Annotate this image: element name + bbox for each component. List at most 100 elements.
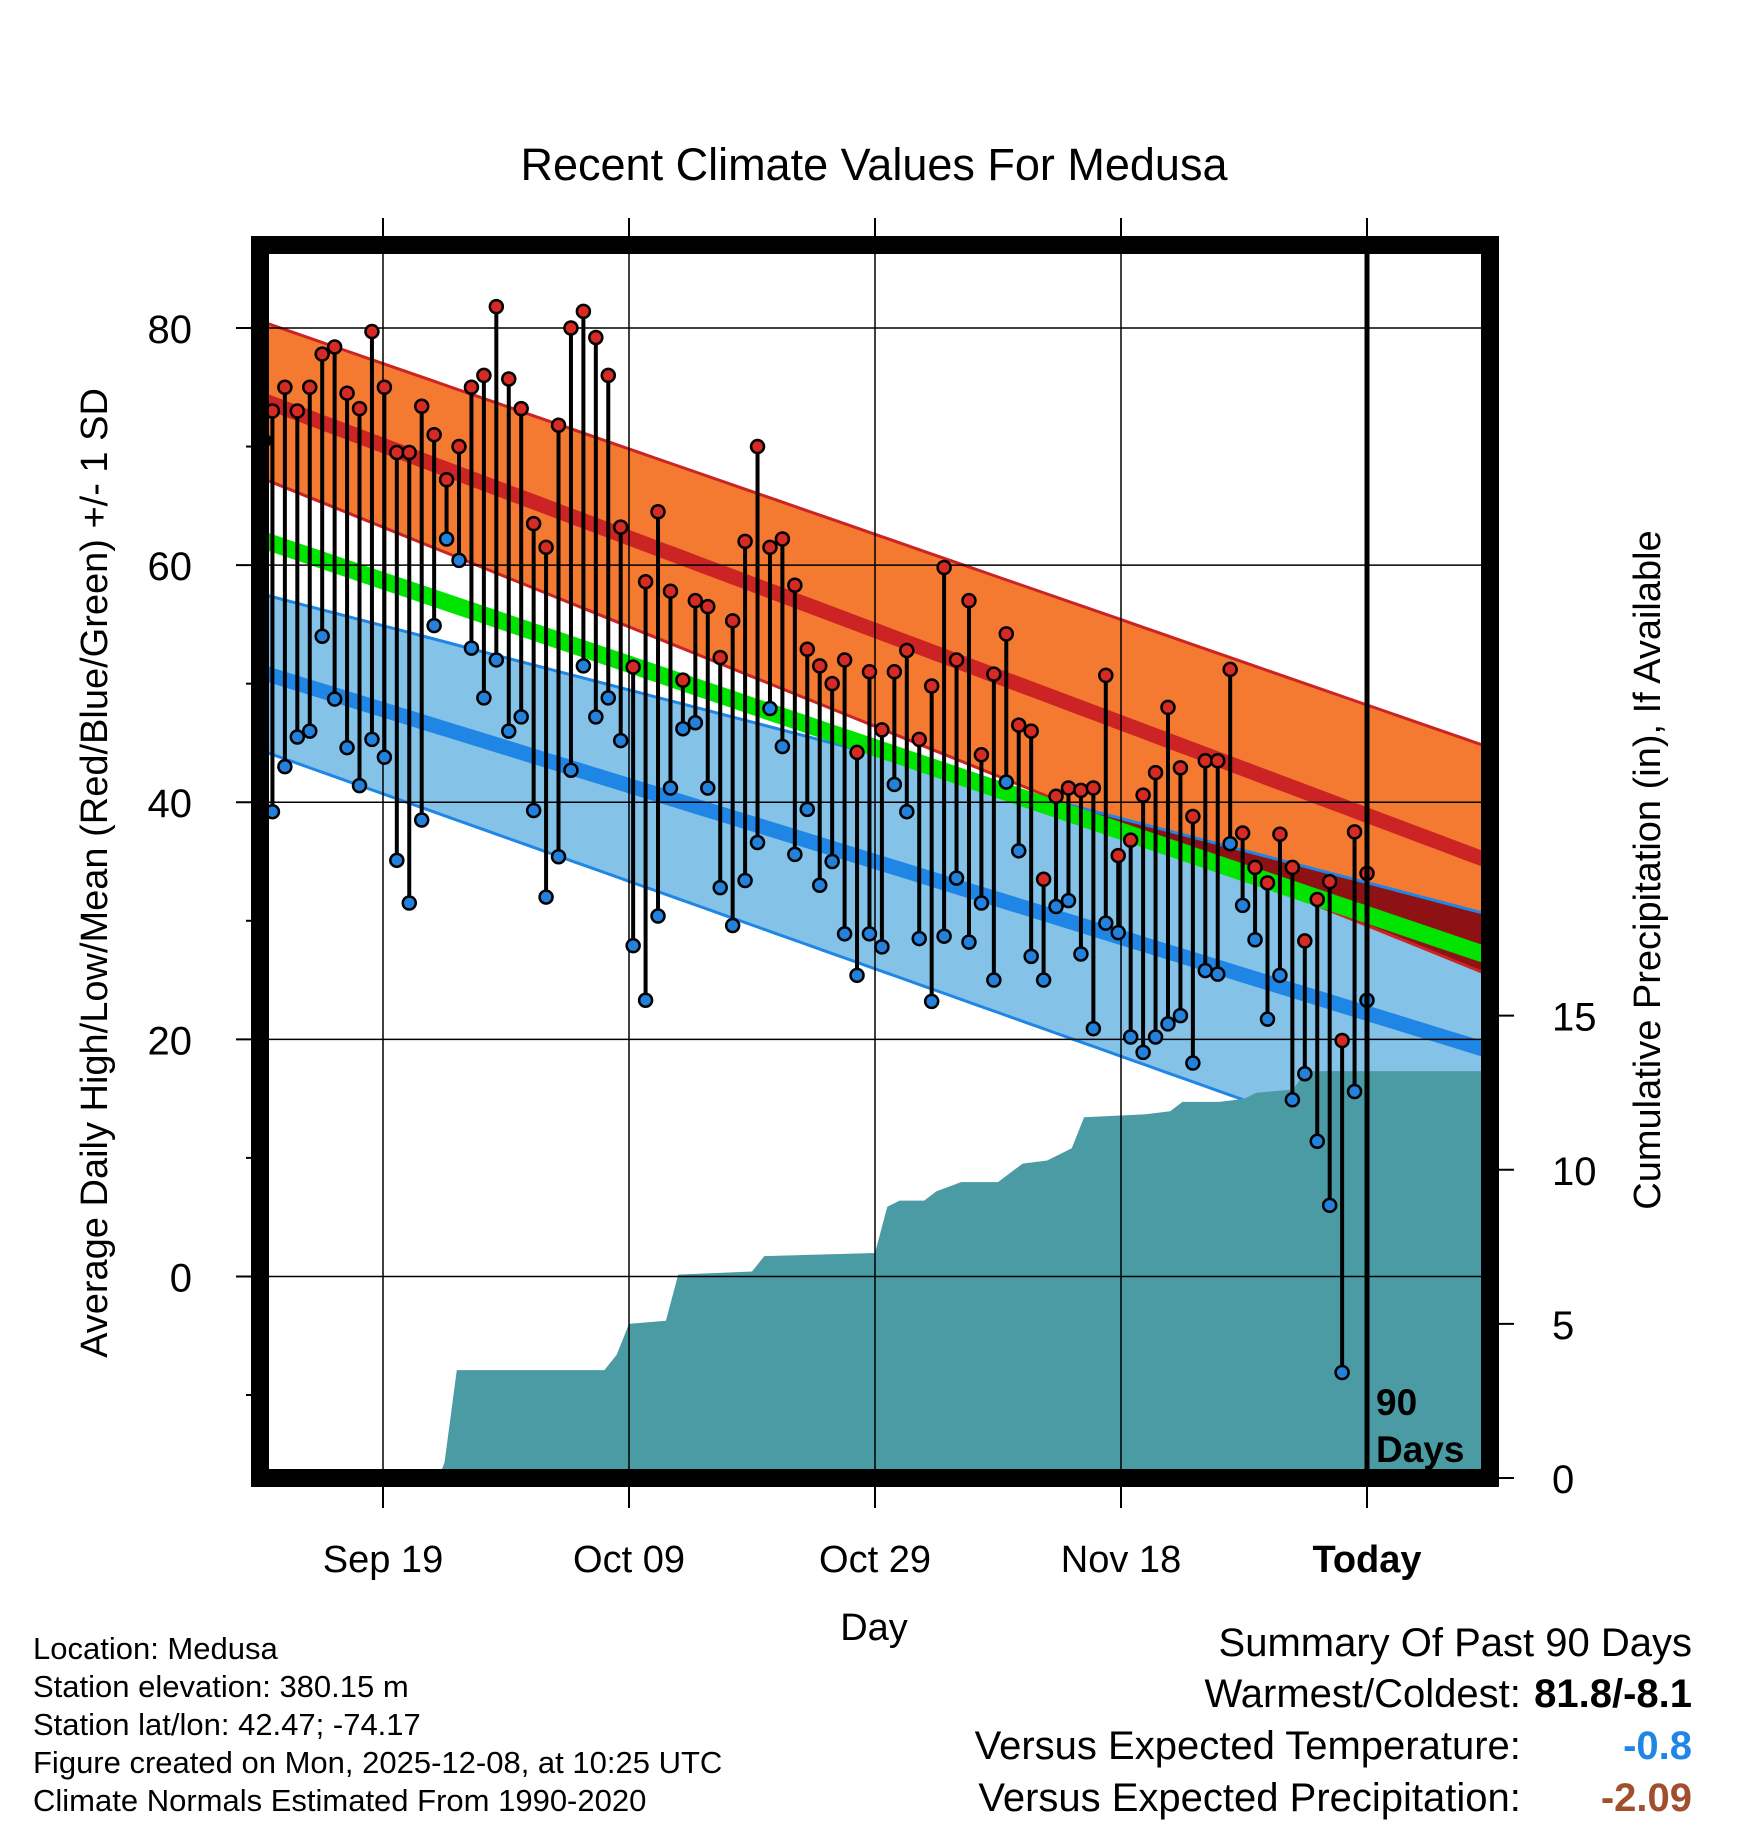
daily-high-point bbox=[986, 666, 1002, 682]
daily-low-point bbox=[1023, 948, 1039, 965]
daily-low-point bbox=[1185, 1055, 1201, 1071]
daily-high-point bbox=[899, 642, 915, 659]
daily-low-point bbox=[712, 879, 728, 896]
y2-tick-label: 0 bbox=[1552, 1458, 1574, 1502]
daily-low-point bbox=[1110, 924, 1126, 941]
location-text: Location: Medusa bbox=[33, 1631, 278, 1666]
precip-departure-value: -2.09 bbox=[1600, 1776, 1692, 1820]
daily-high-point bbox=[488, 298, 505, 315]
y-tick-label: 20 bbox=[148, 1019, 193, 1063]
daily-high-point bbox=[1284, 859, 1301, 876]
daily-high-point bbox=[637, 573, 654, 590]
daily-low-point bbox=[986, 972, 1002, 988]
daily-low-point bbox=[1010, 843, 1027, 859]
daily-high-point bbox=[1259, 875, 1276, 891]
daily-low-point bbox=[314, 628, 330, 644]
x-axis-label: Day bbox=[840, 1607, 908, 1649]
daily-high-point bbox=[476, 367, 492, 384]
daily-low-point bbox=[936, 928, 952, 944]
daily-low-point bbox=[438, 531, 455, 547]
daily-high-point bbox=[824, 675, 840, 692]
daily-low-point bbox=[1073, 946, 1089, 962]
daily-low-point bbox=[1297, 1065, 1313, 1082]
daily-high-point bbox=[737, 533, 753, 550]
daily-low-point bbox=[1035, 972, 1052, 988]
daily-low-point bbox=[836, 926, 853, 942]
daily-low-point bbox=[376, 749, 393, 765]
x-tick-label: Oct 29 bbox=[819, 1539, 931, 1581]
daily-low-point bbox=[650, 908, 666, 924]
daily-low-point bbox=[575, 658, 592, 674]
daily-low-point bbox=[1309, 1133, 1325, 1150]
daily-high-point bbox=[326, 339, 343, 355]
daily-low-point bbox=[476, 690, 492, 706]
latlon-text: Station lat/lon: 42.47; -74.17 bbox=[33, 1707, 421, 1742]
daily-high-point bbox=[1098, 667, 1114, 684]
daily-high-point bbox=[961, 592, 977, 609]
daily-high-point bbox=[861, 664, 878, 680]
daily-high-point bbox=[911, 731, 927, 748]
daily-low-point bbox=[364, 731, 380, 748]
daily-high-point bbox=[724, 613, 741, 629]
daily-high-point bbox=[389, 444, 405, 461]
daily-high-point bbox=[762, 539, 778, 556]
daily-high-point bbox=[998, 626, 1015, 642]
daily-high-point bbox=[339, 385, 355, 401]
daily-low-point bbox=[401, 895, 418, 911]
daily-high-point bbox=[277, 379, 293, 396]
y-tick-label: 60 bbox=[148, 545, 193, 589]
daily-low-point bbox=[1098, 915, 1114, 931]
daily-high-point bbox=[612, 519, 629, 535]
y2-tick-label: 5 bbox=[1552, 1304, 1574, 1348]
daily-low-point bbox=[1197, 962, 1214, 979]
daily-high-point bbox=[550, 417, 567, 433]
daily-high-point bbox=[1010, 717, 1027, 733]
daily-high-point bbox=[1073, 782, 1089, 799]
daily-low-point bbox=[899, 803, 915, 820]
daily-low-point bbox=[625, 937, 641, 954]
daily-high-point bbox=[886, 664, 903, 680]
y2-axis-label: Cumulative Precipitation (in), If Availa… bbox=[1627, 530, 1669, 1209]
daily-low-point bbox=[700, 780, 716, 796]
daily-low-point bbox=[886, 776, 903, 793]
daily-low-point bbox=[1259, 1011, 1276, 1027]
daily-high-point bbox=[923, 678, 940, 694]
daily-low-point bbox=[1209, 966, 1226, 982]
daily-low-point bbox=[525, 802, 542, 819]
daily-low-point bbox=[911, 930, 927, 947]
x-tick-label: Nov 18 bbox=[1061, 1539, 1181, 1581]
daily-low-point bbox=[600, 690, 617, 706]
daily-high-point bbox=[1060, 780, 1077, 796]
daily-low-point bbox=[637, 992, 654, 1008]
daily-low-point bbox=[1122, 1029, 1139, 1045]
daily-high-point bbox=[1197, 752, 1214, 769]
daily-high-point bbox=[948, 652, 965, 668]
daily-low-point bbox=[1172, 1007, 1189, 1024]
elevation-text: Station elevation: 380.15 m bbox=[33, 1669, 409, 1704]
daily-high-point bbox=[1297, 933, 1313, 949]
daily-high-point bbox=[1035, 871, 1052, 888]
daily-low-point bbox=[849, 967, 865, 984]
daily-high-point bbox=[1122, 832, 1139, 848]
daily-high-point bbox=[1185, 808, 1201, 825]
daily-high-point bbox=[1234, 825, 1251, 841]
daily-high-point bbox=[1172, 760, 1189, 776]
daily-high-point bbox=[364, 323, 380, 340]
precip-departure-label: Versus Expected Precipitation: bbox=[978, 1776, 1521, 1820]
x-tick-label: Today bbox=[1312, 1539, 1421, 1581]
daily-low-point bbox=[811, 877, 828, 893]
daily-low-point bbox=[973, 895, 990, 911]
temp-departure-label: Versus Expected Temperature: bbox=[974, 1724, 1521, 1768]
daily-low-point bbox=[302, 723, 318, 739]
daily-high-point bbox=[302, 379, 318, 396]
daily-low-point bbox=[463, 640, 480, 656]
daily-low-point bbox=[389, 852, 405, 869]
daily-high-point bbox=[376, 379, 393, 396]
daily-high-point bbox=[625, 659, 641, 675]
daily-high-point bbox=[588, 329, 604, 346]
today-marker-label-days: 90 bbox=[1376, 1382, 1417, 1423]
daily-high-point bbox=[1309, 891, 1325, 908]
daily-high-point bbox=[1147, 764, 1164, 781]
daily-high-point bbox=[314, 346, 330, 362]
daily-high-point bbox=[799, 641, 816, 658]
